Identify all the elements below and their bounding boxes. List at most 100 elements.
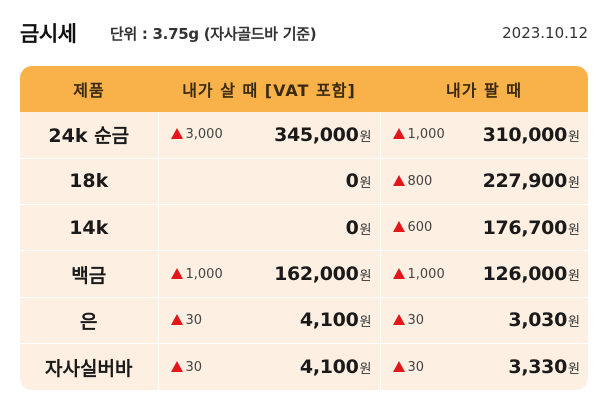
sell-price-content: 1,000 310,000 원 — [392, 124, 580, 146]
sell-amount: 3,030 원 — [508, 309, 580, 331]
product-name: 백금 — [20, 250, 159, 298]
up-triangle-icon — [392, 221, 405, 233]
buy-amount: 345,000 원 — [274, 124, 371, 146]
column-header-product: 제품 — [73, 81, 105, 100]
currency-unit: 원 — [568, 129, 580, 145]
table-row: 18k 0 원 800 227,900 원 — [20, 157, 588, 205]
sell-change: 1,000 — [392, 127, 445, 143]
table-row: 자사실버바 30 4,100 원 30 3,330 원 — [20, 343, 588, 390]
sell-amount: 126,000 원 — [483, 263, 580, 285]
buy-price-content: 1,000 162,000 원 — [170, 263, 372, 285]
buy-amount: 4,100 원 — [300, 356, 372, 378]
sell-price-cell: 30 3,330 원 — [380, 343, 588, 390]
buy-price-value: 0 — [345, 216, 359, 239]
buy-change: 3,000 — [170, 127, 223, 143]
sell-price-cell: 1,000 310,000 원 — [380, 112, 588, 158]
product-name: 자사실버바 — [20, 343, 159, 390]
sell-price-cell: 800 227,900 원 — [380, 157, 588, 205]
buy-price-value: 4,100 — [299, 309, 359, 332]
sell-change-value: 1,000 — [407, 266, 445, 282]
currency-unit: 원 — [568, 176, 580, 192]
sell-change: 600 — [392, 220, 433, 236]
sell-price-content: 800 227,900 원 — [392, 170, 580, 193]
currency-unit: 원 — [568, 315, 580, 331]
sell-change-value: 30 — [407, 359, 425, 375]
product-name: 은 — [20, 296, 159, 344]
buy-price-value: 0 — [345, 170, 359, 193]
product-name: 14k — [20, 204, 159, 251]
sell-price-value: 227,900 — [482, 170, 568, 193]
up-triangle-icon — [170, 360, 183, 372]
up-triangle-icon — [392, 360, 405, 372]
sell-amount: 310,000 원 — [483, 124, 580, 146]
up-triangle-icon — [170, 313, 183, 325]
currency-unit: 원 — [359, 269, 372, 285]
page-title: 금시세 — [20, 22, 77, 46]
sell-change-value: 30 — [407, 312, 425, 328]
currency-unit: 원 — [568, 269, 580, 285]
buy-change-value: 1,000 — [185, 266, 223, 282]
table-row: 백금 1,000 162,000 원 1,000 126,000 원 — [20, 250, 588, 298]
sell-price-value: 310,000 — [482, 123, 568, 146]
up-triangle-icon — [392, 267, 405, 279]
up-triangle-icon — [170, 267, 183, 279]
sell-change-value: 1,000 — [407, 127, 445, 143]
buy-price-content: 3,000 345,000 원 — [170, 124, 372, 146]
currency-unit: 원 — [359, 129, 372, 145]
up-triangle-icon — [392, 313, 405, 325]
buy-price-cell: 30 4,100 원 — [158, 296, 381, 344]
sell-price-value: 3,330 — [508, 356, 568, 379]
date-label: 2023.10.12 — [502, 24, 588, 42]
price-table: 제품 내가 살 때 [VAT 포함] 내가 팔 때 24k 순금 3,000 345… — [20, 66, 588, 390]
product-name: 24k 순금 — [20, 112, 159, 159]
sell-price-content: 30 3,030 원 — [392, 309, 580, 331]
price-header: 금시세 단위 : 3.75g (자사골드바 기준) 2023.10.12 — [0, 0, 600, 66]
sell-change: 800 — [392, 173, 433, 189]
sell-price-value: 3,030 — [508, 309, 568, 332]
sell-change-value: 600 — [407, 220, 433, 236]
product-name: 18k — [20, 157, 159, 205]
buy-price-cell: 3,000 345,000 원 — [158, 112, 381, 159]
sell-price-value: 176,700 — [482, 216, 568, 239]
sell-price-content: 600 176,700 원 — [392, 217, 580, 239]
sell-change-value: 800 — [407, 173, 433, 189]
table-row: 은 30 4,100 원 30 3,030 원 — [20, 296, 588, 344]
table-row: 24k 순금 3,000 345,000 원 1,000 310,000 원 — [20, 112, 588, 159]
sell-price-value: 126,000 — [482, 263, 568, 286]
buy-price-content: 30 4,100 원 — [170, 356, 372, 378]
price-table-container: 제품 내가 살 때 [VAT 포함] 내가 팔 때 24k 순금 3,000 345… — [20, 66, 588, 390]
buy-change: 30 — [170, 360, 202, 375]
buy-price-value: 4,100 — [299, 356, 359, 379]
up-triangle-icon — [170, 128, 183, 140]
currency-unit: 원 — [359, 176, 372, 192]
sell-change: 30 — [392, 359, 425, 375]
buy-price-cell: 30 4,100 원 — [158, 343, 381, 390]
sell-price-cell: 600 176,700 원 — [380, 204, 588, 251]
sell-price-cell: 1,000 126,000 원 — [380, 250, 588, 298]
up-triangle-icon — [392, 174, 405, 186]
buy-change-value: 3,000 — [185, 127, 223, 143]
sell-price-content: 30 3,330 원 — [392, 356, 580, 378]
buy-price-value: 162,000 — [274, 263, 359, 286]
sell-amount: 3,330 원 — [508, 356, 580, 378]
currency-unit: 원 — [568, 222, 580, 238]
buy-amount: 162,000 원 — [274, 263, 371, 285]
sell-amount: 176,700 원 — [483, 217, 580, 239]
buy-change: 1,000 — [170, 266, 223, 282]
sell-price-cell: 30 3,030 원 — [380, 296, 588, 344]
table-header-row: 제품 내가 살 때 [VAT 포함] 내가 팔 때 — [20, 66, 588, 112]
table-row: 14k 0 원 600 176,700 원 — [20, 204, 588, 251]
buy-amount: 4,100 원 — [300, 309, 372, 331]
column-header-sell: 내가 팔 때 — [445, 81, 523, 100]
sell-change: 1,000 — [392, 266, 445, 282]
up-triangle-icon — [392, 128, 405, 140]
buy-change-value: 30 — [185, 312, 203, 328]
buy-price-cell: 1,000 162,000 원 — [158, 250, 381, 298]
unit-label: 단위 : 3.75g (자사골드바 기준) — [110, 25, 317, 43]
